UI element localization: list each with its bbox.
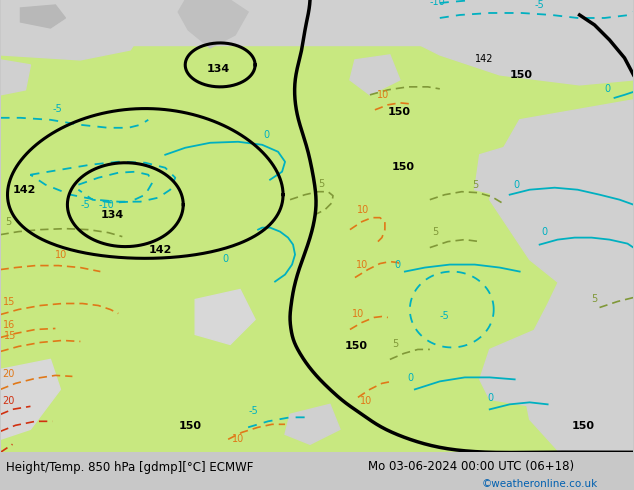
Polygon shape: [475, 140, 545, 200]
Text: 5: 5: [318, 179, 324, 189]
Polygon shape: [1, 360, 60, 440]
Polygon shape: [1, 0, 633, 452]
Polygon shape: [1, 0, 633, 45]
Text: 0: 0: [541, 226, 548, 237]
Polygon shape: [155, 0, 270, 40]
Text: 10: 10: [360, 396, 372, 406]
Text: 0: 0: [605, 84, 611, 94]
Text: -10: -10: [430, 0, 446, 7]
Text: 5: 5: [6, 217, 12, 227]
Text: 0: 0: [263, 130, 269, 140]
Text: 16: 16: [3, 320, 15, 330]
Text: 5: 5: [432, 226, 438, 237]
Text: 20: 20: [3, 369, 15, 379]
Polygon shape: [178, 0, 248, 48]
Text: ©weatheronline.co.uk: ©weatheronline.co.uk: [482, 479, 598, 490]
Polygon shape: [20, 5, 65, 28]
Polygon shape: [520, 270, 633, 452]
Text: 150: 150: [345, 342, 368, 351]
Text: 10: 10: [352, 310, 364, 319]
Text: 150: 150: [572, 421, 595, 431]
Text: 10: 10: [377, 90, 389, 100]
Text: 134: 134: [207, 64, 230, 74]
Text: 0: 0: [222, 254, 228, 264]
Text: 15: 15: [4, 331, 16, 342]
Text: Height/Temp. 850 hPa [gdmp][°C] ECMWF: Height/Temp. 850 hPa [gdmp][°C] ECMWF: [6, 461, 254, 474]
Text: 0: 0: [514, 180, 520, 190]
Text: 10: 10: [55, 249, 68, 260]
Polygon shape: [278, 0, 345, 38]
Text: 0: 0: [488, 393, 494, 403]
Polygon shape: [1, 0, 150, 60]
Polygon shape: [285, 404, 340, 444]
Text: 142: 142: [13, 185, 36, 195]
Text: 10: 10: [356, 260, 368, 270]
Text: 0: 0: [408, 373, 414, 383]
Text: 5: 5: [592, 294, 598, 303]
Polygon shape: [489, 100, 633, 299]
Text: 150: 150: [178, 421, 201, 431]
Text: -5: -5: [81, 199, 90, 210]
Text: -5: -5: [53, 104, 62, 114]
Text: -10: -10: [98, 199, 114, 210]
Polygon shape: [350, 55, 400, 95]
Polygon shape: [195, 290, 255, 344]
Text: 150: 150: [510, 70, 533, 80]
Text: 20: 20: [3, 396, 15, 406]
Text: Mo 03-06-2024 00:00 UTC (06+18): Mo 03-06-2024 00:00 UTC (06+18): [368, 460, 574, 473]
Text: 15: 15: [3, 296, 15, 307]
Polygon shape: [340, 0, 633, 85]
Text: -5: -5: [440, 312, 450, 321]
Text: 5: 5: [392, 340, 398, 349]
Text: 142: 142: [475, 54, 493, 64]
Text: 10: 10: [357, 205, 369, 215]
Polygon shape: [1, 60, 30, 95]
Text: 0: 0: [395, 260, 401, 270]
Text: -5: -5: [248, 406, 258, 416]
Text: 142: 142: [148, 245, 172, 255]
Text: 134: 134: [100, 210, 124, 220]
Text: -5: -5: [534, 0, 545, 10]
Text: 10: 10: [232, 434, 244, 444]
Text: 150: 150: [388, 107, 411, 117]
Polygon shape: [480, 319, 579, 409]
Text: 150: 150: [392, 162, 415, 172]
Text: 5: 5: [472, 180, 478, 190]
